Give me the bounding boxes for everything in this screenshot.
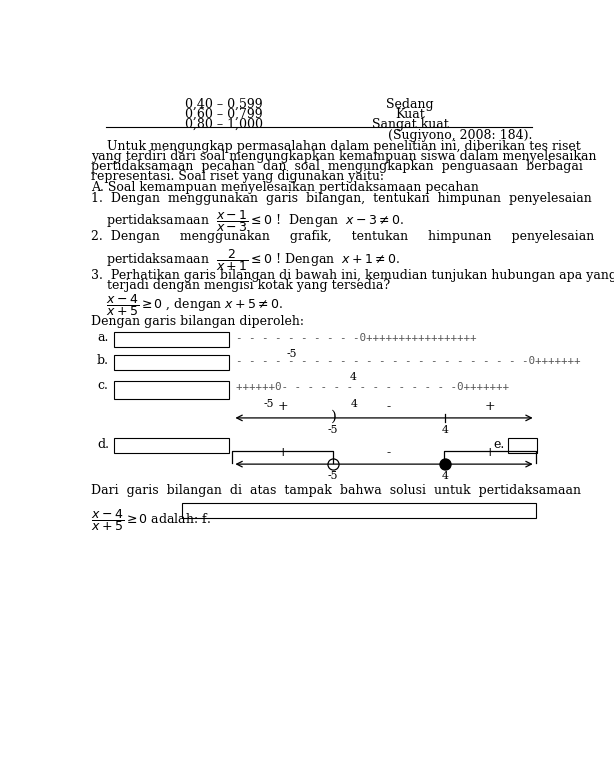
Text: Kuat: Kuat xyxy=(395,107,425,120)
Text: A. Soal kemampuan menyelesaikan pertidaksamaan pecahan: A. Soal kemampuan menyelesaikan pertidak… xyxy=(91,181,478,194)
Text: $\dfrac{x-4}{x+5} \geq 0$ adalah: f.: $\dfrac{x-4}{x+5} \geq 0$ adalah: f. xyxy=(91,507,211,533)
Text: - - - - - - - - - - - - - - - - - - - - - - -0+++++++: - - - - - - - - - - - - - - - - - - - - … xyxy=(236,356,581,366)
Text: b.: b. xyxy=(97,354,109,367)
Text: -5: -5 xyxy=(327,471,338,481)
Text: e.: e. xyxy=(493,438,505,451)
Bar xyxy=(114,381,228,399)
Text: 4: 4 xyxy=(351,399,357,408)
Text: ): ) xyxy=(331,410,337,424)
Text: 3.  Perhatikan garis bilangan di bawah ini, kemudian tunjukan hubungan apa yang: 3. Perhatikan garis bilangan di bawah in… xyxy=(91,268,614,281)
Text: -5: -5 xyxy=(286,349,297,359)
Text: a.: a. xyxy=(97,331,108,344)
Text: +: + xyxy=(277,400,288,413)
Text: +: + xyxy=(485,400,495,413)
Text: c.: c. xyxy=(97,379,108,392)
Text: 0,80 – 1,000: 0,80 – 1,000 xyxy=(185,117,263,130)
Text: pertidaksamaan  $\dfrac{x-1}{x-3} \leq 0$ !  Dengan  $x - 3 \neq 0$.: pertidaksamaan $\dfrac{x-1}{x-3} \leq 0$… xyxy=(106,209,405,235)
Bar xyxy=(114,438,228,453)
Text: Sangat kuat: Sangat kuat xyxy=(371,117,448,130)
Text: -: - xyxy=(387,400,391,413)
Text: (Sugiyono, 2008: 184).: (Sugiyono, 2008: 184). xyxy=(388,130,532,142)
Text: 1.  Dengan  menggunakan  garis  bilangan,  tentukan  himpunan  penyelesaian: 1. Dengan menggunakan garis bilangan, te… xyxy=(91,191,591,204)
Text: +: + xyxy=(277,447,288,459)
Text: 4: 4 xyxy=(441,425,448,435)
Text: terjadi dengan mengisi kotak yang tersedia?: terjadi dengan mengisi kotak yang tersed… xyxy=(91,279,390,292)
Text: - - - - - - - - - -0+++++++++++++++++: - - - - - - - - - -0+++++++++++++++++ xyxy=(236,333,477,343)
Bar xyxy=(182,503,535,518)
Text: +: + xyxy=(485,447,495,459)
Bar xyxy=(114,331,228,347)
Text: 2.  Dengan     menggunakan     grafik,     tentukan     himpunan     penyelesaia: 2. Dengan menggunakan grafik, tentukan h… xyxy=(91,230,594,243)
Bar xyxy=(508,438,537,453)
Text: -: - xyxy=(387,447,391,459)
Text: d.: d. xyxy=(97,437,109,450)
Text: pertidaksamaan  $\dfrac{2}{x+1} \leq 0$ ! Dengan  $x + 1 \neq 0$.: pertidaksamaan $\dfrac{2}{x+1} \leq 0$ !… xyxy=(106,247,400,273)
Text: yang terdiri dari soal mengungkapkan kemampuan siswa dalam menyelesaikan: yang terdiri dari soal mengungkapkan kem… xyxy=(91,150,596,163)
Text: pertidaksamaan  pecahan  dan  soal  mengungkapkan  penguasaan  berbagai: pertidaksamaan pecahan dan soal mengungk… xyxy=(91,160,583,173)
Text: Dengan garis bilangan diperoleh:: Dengan garis bilangan diperoleh: xyxy=(91,315,304,328)
Text: -5: -5 xyxy=(327,425,338,435)
Text: Dari  garis  bilangan  di  atas  tampak  bahwa  solusi  untuk  pertidaksamaan: Dari garis bilangan di atas tampak bahwa… xyxy=(91,484,581,497)
Text: 4: 4 xyxy=(441,471,448,481)
Text: Untuk mengungkap permasalahan dalam penelitian ini, diberikan tes riset: Untuk mengungkap permasalahan dalam pene… xyxy=(91,140,580,153)
Text: 0,60 – 0,799: 0,60 – 0,799 xyxy=(185,107,263,120)
Text: -5: -5 xyxy=(263,399,274,408)
Text: $\dfrac{x-4}{x+5} \geq 0$ , dengan $x + 5 \neq 0$.: $\dfrac{x-4}{x+5} \geq 0$ , dengan $x + … xyxy=(106,292,284,318)
Text: Sedang: Sedang xyxy=(386,98,434,110)
Bar xyxy=(114,355,228,370)
Text: ++++++0- - - - - - - - - - - - - -0+++++++: ++++++0- - - - - - - - - - - - - -0+++++… xyxy=(236,382,510,392)
Text: 4: 4 xyxy=(350,372,357,382)
Text: representasi. Soal riset yang digunakan yaitu:: representasi. Soal riset yang digunakan … xyxy=(91,170,384,183)
Text: 0,40 – 0,599: 0,40 – 0,599 xyxy=(185,98,263,110)
